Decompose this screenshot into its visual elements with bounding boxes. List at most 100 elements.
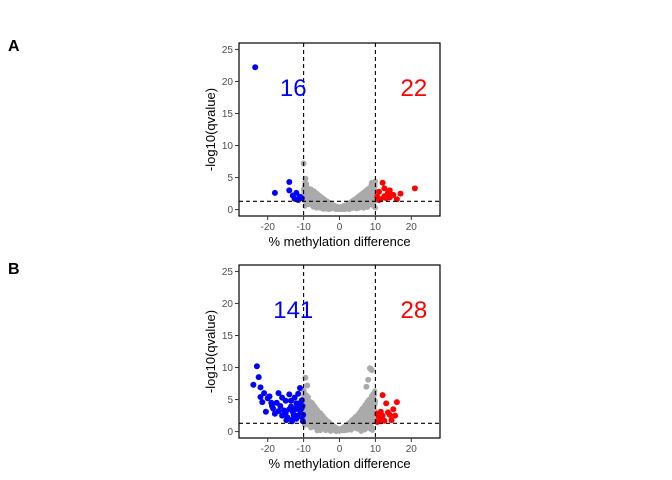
hypomethylated-point: [286, 179, 293, 185]
hypomethylated-point: [279, 394, 286, 401]
hypermethylated-point: [385, 409, 391, 416]
nonsignificant-point: [320, 417, 326, 423]
x-tick-label: -20: [260, 222, 275, 233]
hypomethylated-point: [275, 408, 282, 415]
hypermethylated-point: [379, 179, 386, 186]
hypermethylated-point: [386, 194, 393, 201]
nonsignificant-cloud: [301, 178, 378, 212]
hypermethylated-count: 22: [401, 75, 428, 102]
plot-border: [238, 42, 441, 217]
y-axis-label: -log10(qvalue): [203, 310, 218, 393]
nonsignificant-point: [360, 191, 367, 198]
x-tick-label: 0: [337, 222, 343, 233]
nonsignificant-point: [318, 194, 324, 200]
x-axis-ticks: -20 -10 0 10 20: [260, 438, 417, 455]
hypermethylated-count: 28: [401, 297, 428, 324]
nonsignificant-point: [336, 204, 343, 210]
y-tick-label: 5: [227, 395, 233, 406]
nonsignificant-point: [360, 425, 366, 431]
nonsignificant-point: [306, 201, 312, 208]
x-tick-label: -10: [296, 444, 311, 455]
hypomethylated-point: [275, 390, 282, 397]
nonsignificant-point: [350, 197, 356, 203]
y-tick-label: 25: [222, 45, 234, 56]
hypomethylated-point: [252, 64, 259, 71]
nonsignificant-point: [320, 413, 326, 419]
hypomethylated-point: [298, 405, 305, 412]
hypomethylated-point: [269, 403, 275, 409]
hypermethylated-point: [386, 187, 393, 194]
hypomethylated-point: [292, 406, 299, 413]
x-axis-label: % methylation difference: [268, 234, 410, 249]
nonsignificant-point: [356, 205, 363, 211]
nonsignificant-point: [367, 403, 374, 409]
nonsignificant-point: [304, 382, 311, 389]
hypermethylated-point: [383, 400, 390, 407]
y-tick-label: 10: [222, 363, 234, 374]
y-tick-label: 0: [227, 427, 233, 438]
hypomethylated-point: [255, 374, 262, 381]
volcano-plot-b: -20 -10 0 10 20 0 5 10 15 20 25 % methylation dif…: [203, 264, 441, 471]
nonsignificant-point: [331, 426, 337, 432]
y-tick-label: 5: [227, 173, 233, 184]
nonsignificant-point: [365, 398, 371, 404]
x-tick-label: -20: [260, 444, 275, 455]
hypermethylated-point: [393, 399, 400, 406]
nonsignificant-point: [323, 203, 329, 210]
hypermethylated-point: [376, 197, 382, 203]
hypermethylated-point: [390, 406, 397, 413]
nonsignificant-point: [354, 201, 360, 207]
nonsignificant-point: [303, 196, 309, 202]
nonsignificant-point: [352, 421, 358, 428]
hypomethylated-count: 16: [280, 75, 307, 102]
volcano-plot-a: -20 -10 0 10 20 0 5 10 15 20 25 % methylation dif…: [203, 42, 441, 249]
x-axis-label: % methylation difference: [268, 456, 410, 471]
hypomethylated-point: [271, 189, 278, 196]
hypermethylated-point: [397, 190, 404, 197]
nonsignificant-point: [357, 417, 363, 423]
hypomethylated-point: [295, 390, 302, 397]
hypomethylated-count: 141: [273, 297, 313, 324]
hypomethylated-point: [286, 187, 293, 194]
nonsignificant-point: [366, 192, 372, 198]
panel-letter-b: B: [8, 261, 20, 278]
panel-letter-a: A: [8, 38, 20, 55]
nonsignificant-point: [368, 409, 374, 415]
hypomethylated-point: [273, 399, 280, 406]
hypomethylated-point: [296, 400, 303, 407]
nonsignificant-point: [370, 416, 376, 422]
x-tick-label: -10: [296, 222, 311, 233]
x-tick-label: 10: [370, 444, 382, 455]
hypomethylated-point: [286, 406, 293, 413]
hypomethylated-point: [257, 384, 264, 391]
nonsignificant-point: [340, 426, 346, 432]
data-points: [252, 64, 418, 203]
nonsignificant-point: [307, 186, 313, 192]
x-tick-label: 0: [337, 444, 343, 455]
nonsignificant-point: [368, 367, 375, 374]
y-tick-label: 10: [222, 141, 234, 152]
nonsignificant-point: [314, 416, 320, 422]
hypermethylated-point: [376, 188, 382, 195]
nonsignificant-point: [364, 201, 370, 207]
y-axis-ticks: 0 5 10 15 20 25: [222, 45, 239, 216]
hypomethylated-point: [259, 399, 266, 406]
nonsignificant-point: [372, 402, 378, 408]
hypomethylated-point: [294, 412, 301, 419]
y-tick-label: 25: [222, 267, 234, 278]
hypomethylated-point: [262, 408, 269, 415]
nonsignificant-point: [310, 204, 316, 210]
y-tick-label: 15: [222, 331, 234, 342]
x-tick-label: 10: [370, 222, 382, 233]
nonsignificant-point: [365, 376, 372, 383]
y-axis-label: -log10(qvalue): [203, 88, 218, 171]
x-tick-label: 20: [406, 222, 418, 233]
nonsignificant-point: [309, 195, 315, 201]
hypomethylated-point: [253, 363, 260, 370]
y-tick-label: 20: [222, 299, 234, 310]
plot-border: [238, 264, 441, 439]
y-tick-label: 0: [227, 205, 233, 216]
hypomethylated-point: [282, 410, 289, 416]
hypomethylated-point: [261, 390, 268, 397]
